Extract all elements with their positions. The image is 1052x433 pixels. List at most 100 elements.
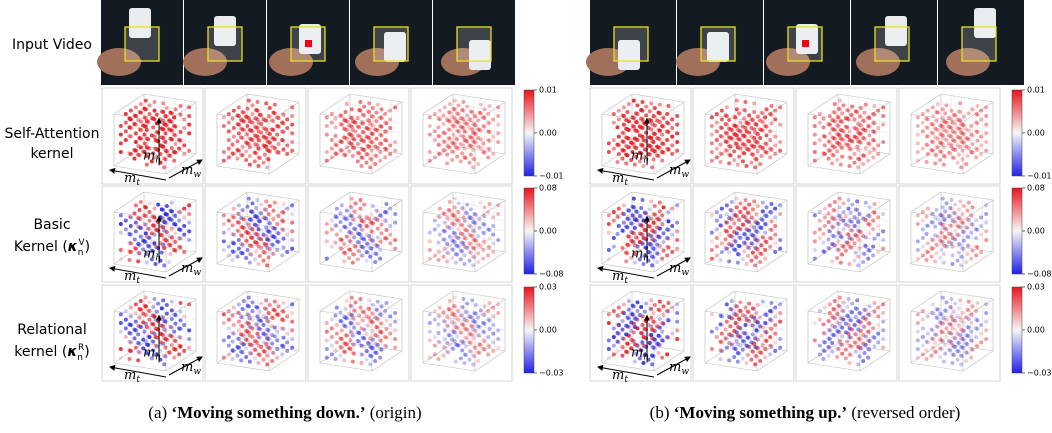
kernel-dot: [861, 324, 865, 328]
kernel-dot: [172, 213, 176, 217]
kernel-dot: [632, 99, 636, 103]
kernel-dot: [227, 335, 231, 339]
kernel-dot: [496, 105, 500, 109]
kernel-dot: [227, 112, 231, 116]
kernel-dot: [753, 139, 757, 143]
kernel-dot: [828, 311, 832, 315]
kernel-dot: [253, 214, 257, 218]
kernel-dot: [172, 312, 176, 316]
kernel-dot: [979, 109, 983, 113]
axis-label-base: m: [631, 148, 643, 163]
kernel-dot: [921, 147, 925, 151]
kernel-dot: [177, 335, 181, 339]
kernel-dot: [237, 203, 241, 207]
kernel-dot: [231, 258, 235, 262]
kernel-dot: [734, 304, 738, 308]
kernel-dot: [979, 323, 983, 327]
kernel-dot: [486, 344, 490, 348]
kernel-dot: [858, 247, 862, 251]
kernel-dot: [119, 321, 123, 325]
kernel-dot: [383, 210, 387, 214]
kernel-dot: [347, 312, 351, 316]
kernel-dot: [938, 158, 942, 162]
kernel-dot: [248, 226, 252, 230]
kernel-dot: [371, 329, 375, 333]
kernel-dot: [940, 248, 944, 252]
kernel-dot: [715, 112, 719, 116]
kernel-dot: [460, 151, 464, 155]
kernel-dot: [639, 117, 643, 121]
kernel-dot: [938, 221, 942, 225]
kernel-dot: [273, 300, 277, 304]
kernel-dot: [675, 238, 679, 242]
kernel-dot: [974, 112, 978, 116]
kernel-dot: [383, 138, 387, 142]
kernel-dot: [848, 155, 852, 159]
kernel-dot: [468, 215, 472, 219]
colorbar: [1012, 90, 1022, 176]
kernel-dot: [373, 342, 377, 346]
kernel-dot: [356, 133, 360, 137]
kernel-dot: [627, 102, 631, 106]
kernel-dot: [244, 115, 248, 119]
kernel-dot: [344, 333, 348, 337]
kernel-dot: [660, 124, 664, 128]
kernel-dot: [450, 239, 454, 243]
kernel-dot: [253, 142, 257, 146]
kernel-dot: [128, 241, 132, 245]
kernel-dot: [861, 251, 865, 255]
kernel-dot: [650, 345, 654, 349]
kernel-dot: [761, 201, 765, 205]
kernel-dot: [822, 117, 826, 121]
kernel-dot: [244, 221, 248, 225]
kernel-dot: [465, 113, 469, 117]
kernel-dot: [670, 224, 674, 228]
kernel-dot: [652, 221, 656, 225]
kernel-dot: [248, 163, 252, 167]
kernel-dot: [725, 320, 729, 324]
kernel-dot: [848, 335, 852, 339]
kernel-dot: [607, 213, 611, 217]
kernel-dot: [813, 231, 817, 235]
kernel-dot: [956, 340, 960, 344]
kernel-dot: [182, 117, 186, 121]
kernel-dot: [670, 126, 674, 130]
kernel-dot: [840, 155, 844, 159]
kernel-dot: [454, 217, 458, 221]
kernel-dot: [162, 237, 166, 241]
kernel-dot: [660, 222, 664, 226]
kernel-dot: [873, 310, 877, 314]
kernel-dot: [727, 315, 731, 319]
kernel-dot: [642, 326, 646, 330]
kernel-dot: [330, 147, 334, 151]
kernel-dot: [265, 336, 269, 340]
kernel-dot: [833, 102, 837, 106]
kernel-dot: [921, 112, 925, 116]
kernel-dot: [969, 257, 973, 261]
kernel-dot: [290, 123, 294, 127]
kernel-dot: [378, 141, 382, 145]
kernel-dot: [445, 251, 449, 255]
kernel-dot: [342, 118, 346, 122]
kernel-dot: [639, 143, 643, 147]
kernel-dot: [758, 260, 762, 264]
kernel-dot: [835, 329, 839, 333]
kernel-dot: [950, 297, 954, 301]
kernel-dot: [835, 141, 839, 145]
kernel-dot: [974, 253, 978, 257]
kernel-dot: [249, 209, 253, 213]
kernel-dot: [827, 319, 831, 323]
kernel-dot: [850, 302, 854, 306]
kernel-dot: [753, 263, 757, 267]
kernel-dot: [361, 336, 365, 340]
kernel-dot: [481, 330, 485, 334]
kernel-dot: [967, 201, 971, 205]
kernel-dot: [334, 215, 338, 219]
kernel-dot: [848, 236, 852, 240]
kernel-dot: [285, 349, 289, 353]
kernel-dot: [153, 297, 157, 301]
kernel-dot: [773, 349, 777, 353]
kernel-dot: [938, 213, 942, 217]
kernel-dot: [621, 113, 625, 117]
kernel-dot: [662, 231, 666, 235]
